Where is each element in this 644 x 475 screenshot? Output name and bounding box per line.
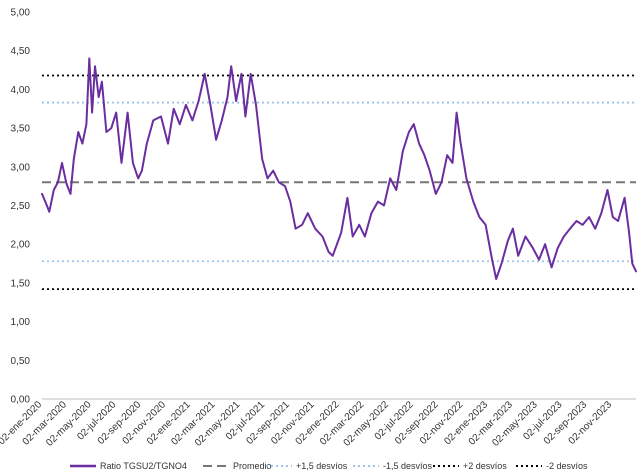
legend-label-3: -1,5 desvíos (383, 461, 433, 471)
y-tick-label: 3,50 (11, 124, 31, 135)
y-tick-label: 1,00 (11, 317, 31, 328)
y-tick-label: 1,50 (11, 278, 31, 289)
y-tick-label: 2,00 (11, 240, 31, 251)
legend-label-1: Promedio (233, 461, 272, 471)
y-tick-label: 4,50 (11, 46, 31, 57)
y-tick-label: 4,00 (11, 85, 31, 96)
y-tick-label: 0,50 (11, 356, 31, 367)
legend-label-4: +2 desvíos (463, 461, 507, 471)
legend-label-0: Ratio TGSU2/TGNO4 (100, 461, 187, 471)
y-tick-label: 3,00 (11, 162, 31, 173)
y-tick-label: 5,00 (11, 8, 31, 19)
legend-label-5: -2 desvíos (546, 461, 588, 471)
ratio-series-line (41, 57, 637, 280)
y-tick-label: 0,00 (11, 395, 31, 406)
legend-label-2: +1,5 desvíos (296, 461, 348, 471)
y-tick-label: 2,50 (11, 201, 31, 212)
